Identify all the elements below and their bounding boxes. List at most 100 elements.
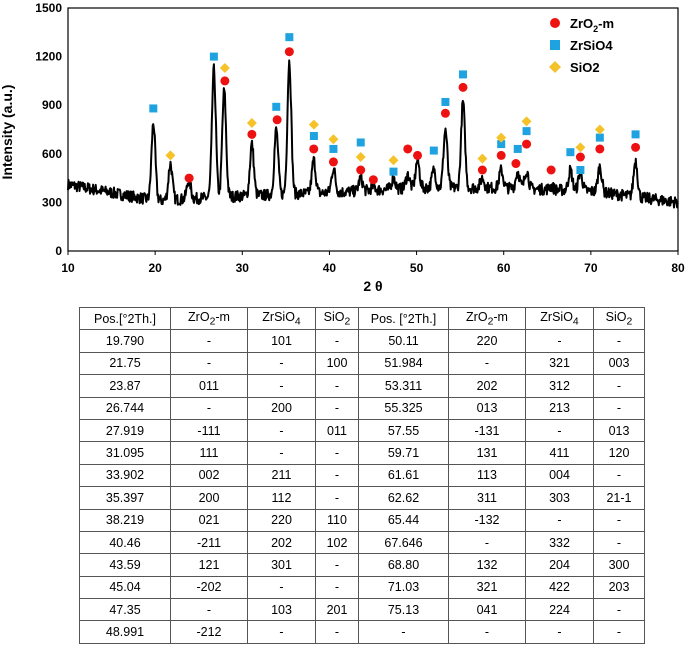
table-cell: -: [593, 620, 645, 644]
table-row: 40.46 -211 202 102 67.646-332-: [79, 530, 645, 555]
marker-zro2-m: [575, 152, 585, 162]
table-row: 35.397 200 112-62.62 311 303 21-1: [79, 486, 645, 510]
header-pos-1: Pos.[°2Th.]: [79, 306, 171, 331]
table-cell: -: [315, 575, 359, 600]
table-cell: -: [315, 396, 359, 420]
table-cell: -111: [170, 418, 248, 443]
marker-zro2-m: [403, 144, 413, 154]
y-axis-ticks: 0 300 600 900 1200 1500: [35, 1, 62, 258]
table-cell: 120: [593, 441, 645, 465]
table-cell: 013: [593, 418, 645, 443]
table-cell: -: [315, 553, 359, 577]
marker-sio2: [477, 153, 488, 164]
table-cell: 321: [525, 351, 594, 376]
x-tick-label: 20: [148, 261, 162, 275]
header-pos-2: Pos. [°2Th.]: [358, 306, 449, 331]
y-tick-label: 600: [42, 147, 62, 161]
y-tick-label: 900: [42, 98, 62, 112]
table-cell: 31.095: [79, 441, 171, 465]
table-cell: 312: [525, 374, 594, 398]
x-axis-ticks: 10 20 30 40 50 60 70 80: [61, 251, 685, 275]
table-cell: 62.62: [358, 486, 449, 510]
table-row: 43.59 121 301-68.80 132 204 300: [79, 553, 645, 577]
x-tick-label: 80: [671, 261, 685, 275]
table-cell: -: [593, 463, 645, 488]
table-cell: -132: [448, 508, 526, 532]
table-cell: -: [593, 396, 645, 420]
table-cell: -: [593, 508, 645, 532]
marker-sio2: [575, 142, 586, 153]
marker-zrsio4: [441, 97, 450, 106]
table-cell: -: [358, 620, 449, 644]
table-cell: -202: [170, 575, 248, 600]
marker-zro2-m: [546, 165, 556, 175]
table-cell: 021: [170, 508, 248, 532]
legend-zro2-marker: [550, 18, 560, 28]
table-cell: 21-1: [593, 486, 645, 510]
marker-zro2-m: [440, 108, 450, 118]
plot-area-border: [67, 7, 679, 252]
miller-indices-table: Pos.[°2Th.] ZrO2-m ZrSiO4 SiO2 Pos. [°2T…: [79, 306, 645, 644]
table-cell: -: [525, 620, 594, 644]
table-row: 48.991 -212- - - - - -: [79, 620, 645, 644]
marker-zrsio4: [429, 146, 438, 155]
table-cell: -: [593, 374, 645, 398]
table-row: 33.902 002 211-61.61 113 004-: [79, 463, 645, 488]
marker-sio2: [219, 62, 230, 73]
marker-zrsio4: [459, 70, 468, 79]
table-cell: 211: [247, 463, 316, 488]
table-cell: 110: [315, 508, 359, 532]
legend-zro2-label: ZrO2-m: [570, 16, 614, 34]
marker-zro2-m: [458, 82, 468, 92]
table-cell: 21.75: [79, 351, 171, 376]
table-cell: 113: [448, 463, 526, 488]
marker-zro2-m: [284, 47, 294, 57]
x-tick-label: 70: [584, 261, 598, 275]
y-tick-label: 1500: [35, 1, 62, 15]
marker-zrsio4: [576, 166, 585, 174]
y-tick-label: 1200: [35, 50, 62, 64]
table-cell: 57.55: [358, 418, 449, 443]
header-sio2-2: SiO2: [593, 306, 645, 331]
x-tick-label: 60: [497, 261, 511, 275]
table-cell: 47.35: [79, 598, 171, 622]
table-cell: 51.984: [358, 351, 449, 376]
marker-sio2: [388, 155, 399, 166]
marker-sio2: [496, 132, 507, 143]
table-cell: 33.902: [79, 463, 171, 488]
table-cell: 131: [448, 441, 526, 465]
table-row: 38.219 021 220 110 65.44 -132- -: [79, 508, 645, 532]
table-cell: 35.397: [79, 486, 171, 510]
marker-zrsio4: [595, 133, 604, 142]
legend-sio2-marker: [549, 61, 561, 73]
marker-zrsio4: [631, 130, 640, 139]
x-tick-label: 30: [236, 261, 250, 275]
legend-zrsio4-label: ZrSiO4: [570, 38, 613, 53]
table-cell: -: [525, 508, 594, 532]
legend-zrsio4-marker: [550, 40, 560, 50]
table-cell: -: [315, 620, 359, 644]
marker-zrsio4: [497, 140, 506, 149]
table-cell: -212: [170, 620, 248, 644]
marker-sio2: [594, 124, 605, 135]
table-cell: 311: [448, 486, 526, 510]
marker-zro2-m: [247, 129, 257, 139]
table-cell: -: [593, 598, 645, 622]
table-cell: -: [170, 351, 248, 376]
marker-zro2-m: [368, 175, 378, 185]
table-cell: 65.44: [358, 508, 449, 532]
header-zrsio4-1: ZrSiO4: [247, 306, 316, 331]
marker-zro2-m: [413, 150, 423, 160]
table-cell: -: [448, 620, 526, 644]
header-sio2-1: SiO2: [315, 306, 359, 331]
table-cell: -: [247, 374, 316, 398]
marker-sio2: [328, 134, 339, 145]
table-row: 23.87 011- -53.311 202 312-: [79, 374, 645, 398]
marker-zrsio4: [272, 102, 281, 111]
table-cell: -: [448, 530, 526, 555]
table-cell: -: [525, 418, 594, 443]
table-cell: 004: [525, 463, 594, 488]
header-zro2-1: ZrO2-m: [170, 306, 248, 331]
table-cell: 101: [247, 329, 316, 353]
table-cell: -131: [448, 418, 526, 443]
